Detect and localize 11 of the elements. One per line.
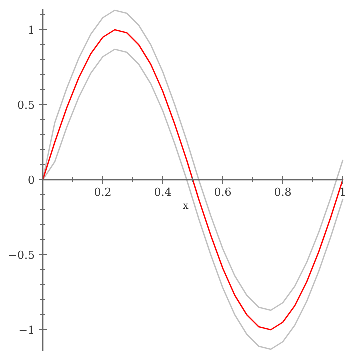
x-tick-label: 0.2 (94, 186, 112, 199)
x-tick-label: 0.4 (154, 186, 172, 199)
x-tick-label: 0.8 (274, 186, 292, 199)
y-tick-label: 1 (28, 24, 35, 37)
x-axis-title: x (183, 201, 190, 212)
y-tick-label: −1 (18, 324, 35, 337)
x-tick-label: 0.6 (214, 186, 232, 199)
y-tick-label: 0.5 (18, 99, 35, 112)
x-tick-label: 1 (340, 186, 346, 199)
y-tick-label: −0.5 (8, 249, 35, 262)
y-tick-label: 0 (28, 174, 35, 187)
